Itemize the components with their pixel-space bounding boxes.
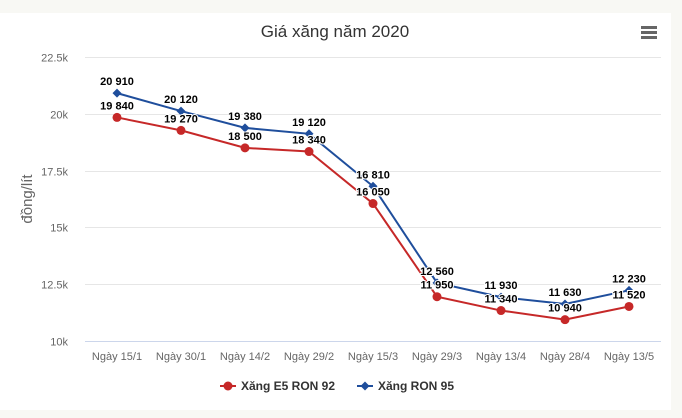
data-point[interactable] [112,88,122,98]
data-point[interactable] [432,278,442,288]
y-tick-label: 10k [50,337,68,349]
legend-item-ron95[interactable]: Xăng RON 95 [357,379,454,393]
data-label: 11 340 [484,294,517,306]
x-tick-label: Ngày 30/1 [156,351,206,363]
data-label: 12 560 [420,266,454,278]
legend-item-e5-ron92[interactable]: Xăng E5 RON 92 [220,379,335,393]
grid-lines [85,57,661,342]
y-tick-label: 15k [50,223,68,235]
x-tick-label: Ngày 29/3 [412,351,462,363]
data-label: 18 500 [228,131,262,143]
data-point[interactable] [432,292,442,302]
data-label: 11 950 [420,280,453,292]
x-tick-label: Ngày 13/4 [476,351,526,363]
data-label: 11 630 [548,287,581,299]
chart-menu-button[interactable] [638,26,660,44]
legend-label: Xăng RON 95 [378,379,454,393]
data-point[interactable] [176,125,186,135]
data-label: 20 120 [164,94,198,106]
data-point[interactable] [368,181,378,191]
data-point[interactable] [496,292,506,302]
legend-label: Xăng E5 RON 92 [241,379,335,393]
data-label: 20 910 [100,76,134,88]
series-markers [112,88,634,325]
data-label: 19 270 [164,113,198,125]
data-point[interactable] [368,199,378,209]
data-label: 18 340 [292,135,326,147]
y-tick-label: 12.5k [41,280,68,292]
data-point[interactable] [624,285,634,295]
data-label: 19 120 [292,117,326,129]
data-label: 19 380 [228,111,262,123]
y-axis-ticks: 10k 12.5k 15k 17.5k 20k 22.5k [41,53,68,349]
data-point[interactable] [496,306,506,316]
y-tick-label: 17.5k [41,167,68,179]
data-point[interactable] [176,106,186,116]
data-label: 11 930 [484,280,517,292]
legend: Xăng E5 RON 92 Xăng RON 95 [220,379,454,393]
y-axis-label: đồng/lít [19,174,36,224]
x-axis-ticks: Ngày 15/1 Ngày 30/1 Ngày 14/2 Ngày 29/2 Ngày… [92,351,654,363]
x-tick-label: Ngày 15/1 [92,351,142,363]
x-tick-label: Ngày 28/4 [540,351,590,363]
data-point[interactable] [112,112,122,122]
data-point[interactable] [304,129,314,139]
data-point[interactable] [560,299,570,309]
legend-marker-symbol [360,381,370,391]
data-label: 16 810 [356,169,390,181]
x-tick-label: Ngày 13/5 [604,351,654,363]
legend-marker-symbol [223,381,233,391]
x-tick-label: Ngày 29/2 [284,351,334,363]
data-point[interactable] [624,301,634,311]
data-point[interactable] [304,147,314,157]
x-tick-label: Ngày 15/3 [348,351,398,363]
data-point[interactable] [240,143,250,153]
chart-title: Giá xăng năm 2020 [261,22,409,41]
data-point[interactable] [560,315,570,325]
data-label: 11 520 [612,289,645,301]
hamburger-menu-icon [638,26,660,39]
y-tick-label: 22.5k [41,53,68,65]
data-label: 16 050 [356,187,390,199]
data-label: 12 230 [612,273,646,285]
chart-card [0,13,671,410]
data-label: 19 840 [100,100,134,112]
data-label: 10 940 [548,303,582,315]
data-point[interactable] [240,123,250,133]
x-tick-label: Ngày 14/2 [220,351,270,363]
data-labels: 19 840 19 270 18 500 18 340 16 050 11 950 11 3… [99,75,647,316]
y-tick-label: 20k [50,110,68,122]
